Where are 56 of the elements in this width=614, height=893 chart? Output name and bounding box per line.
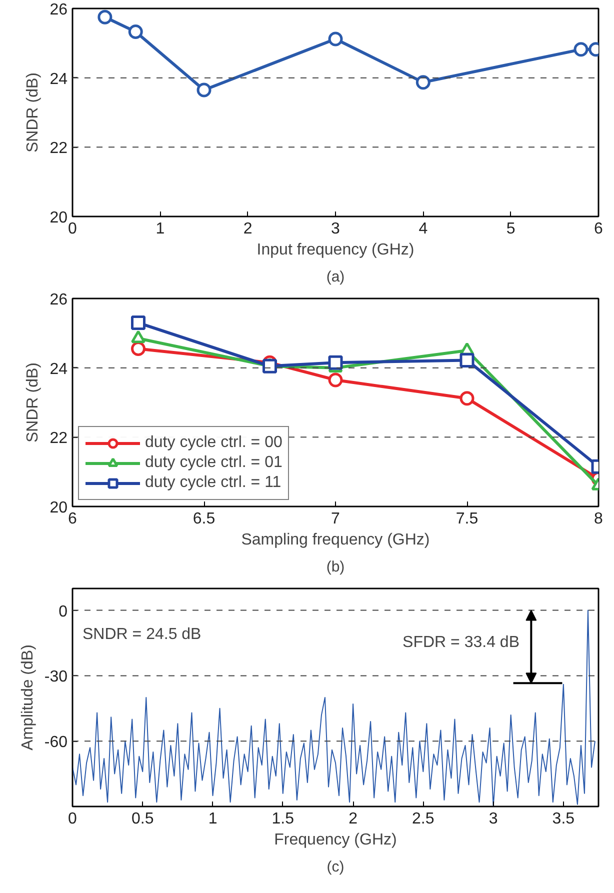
x-tick-label: 7 [331, 510, 340, 528]
text: (c) [326, 858, 344, 876]
x-tick-label: 6 [68, 510, 78, 528]
point [131, 330, 146, 344]
x-tick-label: 1 [208, 810, 218, 828]
x-axis-title: Input frequency (GHz) [256, 242, 414, 258]
x-tick-label: 1.5 [272, 810, 294, 828]
legend-label: duty cycle ctrl. = 00 [145, 434, 282, 452]
x-tick-label: 2 [243, 220, 252, 238]
point [328, 355, 343, 370]
point [131, 316, 146, 330]
y-tick-label: 20 [50, 210, 68, 226]
x-tick-label: 3 [331, 220, 340, 238]
point [328, 372, 343, 388]
point [460, 352, 474, 368]
y-tick-label: -30 [44, 668, 68, 686]
y-tick-label: 24 [50, 360, 68, 378]
point [131, 342, 146, 356]
y-axis-title: SNDR (dB) [24, 72, 42, 153]
y-tick-label: 20 [50, 500, 68, 516]
x-tick-label: 1 [156, 220, 165, 238]
y-axis-title: SNDR (dB) [24, 362, 42, 443]
x-axis-title: Frequency (GHz) [274, 832, 397, 848]
y-tick-label: 22 [50, 140, 68, 158]
annotation: SNDR = 24.5 dB [82, 626, 202, 643]
legend-label: duty cycle ctrl. = 01 [145, 454, 282, 472]
point [574, 42, 588, 57]
y-tick-label: 0 [58, 603, 68, 620]
x-tick-label: 8 [594, 510, 604, 528]
y-tick-label: -60 [44, 734, 68, 752]
x-tick-label: 3.5 [552, 810, 575, 828]
point [196, 82, 212, 98]
y-tick-label: 22 [50, 430, 68, 448]
x-tick-label: 7.5 [456, 510, 478, 528]
x-tick-label: 6.5 [192, 510, 216, 528]
text: (b) [326, 558, 345, 576]
point [460, 391, 474, 406]
y-tick-label: 26 [50, 2, 68, 18]
text: (a) [326, 268, 345, 286]
x-tick-label: 0.5 [132, 810, 154, 828]
point [98, 10, 112, 24]
y-tick-label: 24 [50, 70, 68, 88]
y-tick-label: 26 [50, 292, 68, 308]
point [328, 32, 343, 46]
annotation: SFDR = 33.4 dB [402, 634, 520, 651]
point [128, 24, 143, 39]
point [416, 75, 430, 90]
legend-label: duty cycle ctrl. = 11 [145, 474, 282, 492]
x-tick-label: 5 [506, 220, 516, 238]
x-axis-title: Sampling frequency (GHz) [241, 532, 430, 548]
x-tick-label: 2 [348, 810, 358, 828]
x-tick-label: 3 [488, 810, 498, 828]
x-tick-label: 4 [418, 220, 428, 238]
x-tick-label: 2.5 [412, 810, 434, 828]
x-tick-label: 6 [594, 220, 604, 238]
y-axis-title: Amplitude (dB) [19, 644, 36, 750]
